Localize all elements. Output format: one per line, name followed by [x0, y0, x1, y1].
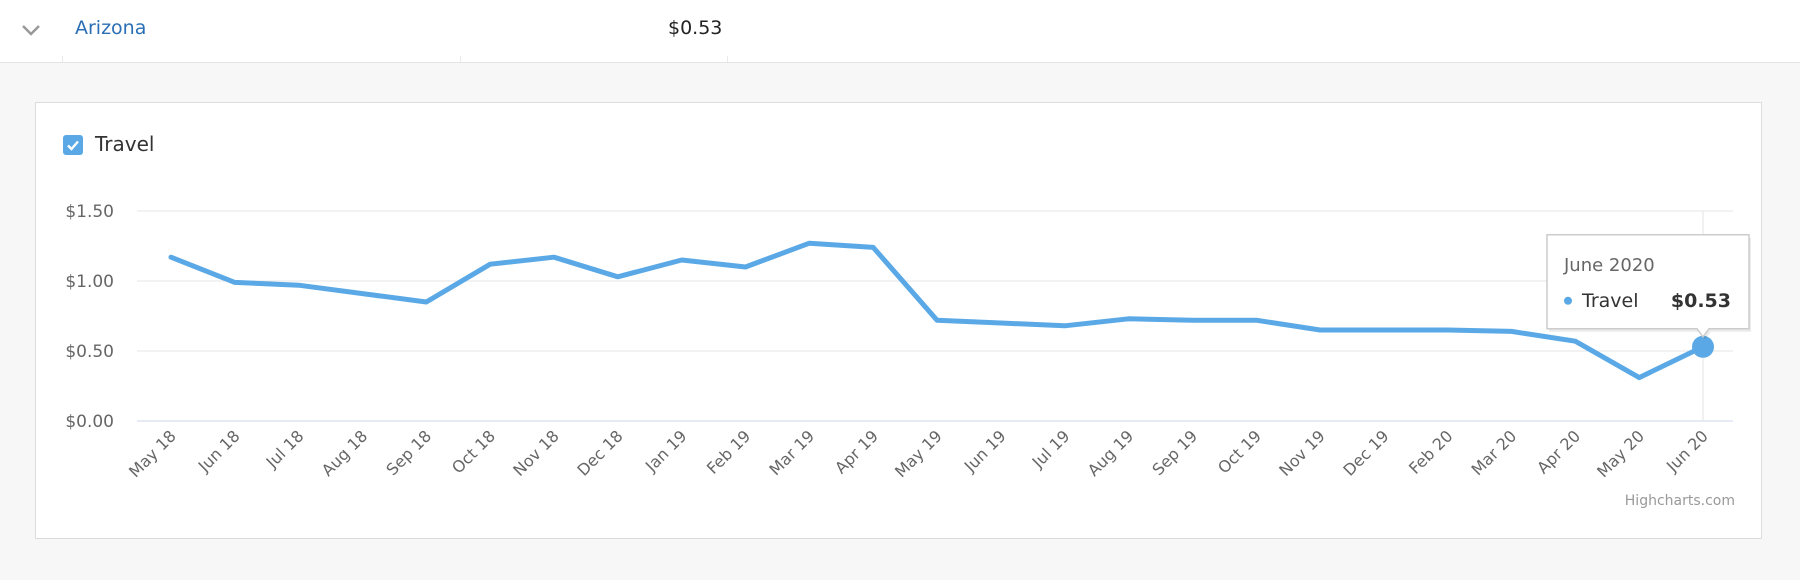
data-point [1317, 327, 1323, 333]
data-point [615, 274, 621, 280]
x-tick-label: May 19 [891, 426, 946, 481]
highlighted-point [1692, 335, 1714, 358]
data-point [934, 317, 940, 323]
y-tick-label: $1.00 [65, 272, 114, 292]
tooltip-title: June 2020 [1563, 255, 1655, 276]
x-tick-label: May 18 [125, 426, 180, 481]
x-tick-label: Mar 19 [765, 426, 818, 479]
tooltip: June 2020 Travel $0.53 [1546, 234, 1751, 340]
x-tick-label: Nov 19 [1275, 426, 1329, 480]
tooltip-value: $0.53 [1671, 290, 1731, 312]
x-tick-label: Sep 18 [382, 426, 435, 479]
data-point [998, 320, 1004, 326]
x-tick-label: Jul 18 [262, 426, 308, 472]
column-divider [62, 56, 63, 62]
row-value: $0.53 [668, 17, 723, 39]
credits-link[interactable]: Highcharts.com [1624, 493, 1735, 509]
chart-panel: Travel $0.00 $0.50 $1.00 $1.50 May 18 Jun 18 J… [35, 102, 1762, 539]
data-point [296, 282, 302, 288]
data-point [743, 264, 749, 270]
column-divider [727, 56, 728, 62]
checkmark-icon [67, 140, 79, 151]
data-point [806, 240, 812, 246]
data-point [1509, 328, 1515, 334]
x-tick-label: Oct 19 [1214, 426, 1265, 477]
data-point [551, 254, 557, 260]
data-point [1126, 316, 1132, 322]
x-tick-label: Aug 19 [1084, 426, 1138, 480]
x-tick-label: Nov 18 [509, 426, 563, 480]
data-point [679, 257, 685, 263]
x-tick-label: Dec 19 [1339, 426, 1392, 479]
y-tick-label: $0.00 [65, 412, 114, 432]
x-tick-label: May 20 [1593, 426, 1648, 481]
legend-checkbox[interactable] [63, 135, 83, 155]
data-point [1253, 317, 1259, 323]
x-tick-label: Feb 19 [703, 426, 754, 477]
legend-label[interactable]: Travel [95, 132, 155, 156]
x-tick-label: Jan 19 [641, 426, 691, 476]
data-point [1381, 327, 1387, 333]
tooltip-series-dot [1564, 296, 1572, 305]
data-point [1572, 338, 1578, 344]
x-tick-label: Jun 20 [1662, 426, 1712, 476]
x-tick-label: Jul 19 [1028, 426, 1074, 472]
x-tick-label: Dec 18 [573, 426, 626, 479]
x-tick-label: Oct 18 [448, 426, 499, 477]
data-point [870, 244, 876, 250]
column-divider [460, 56, 461, 62]
chevron-down-icon[interactable] [20, 22, 42, 38]
x-tick-label: Jun 19 [960, 426, 1010, 476]
data-point [1445, 327, 1451, 333]
tooltip-box [1546, 234, 1750, 339]
x-tick-label: Feb 20 [1405, 426, 1456, 477]
data-point [1062, 323, 1068, 329]
x-tick-label: Sep 19 [1148, 426, 1201, 479]
data-point [168, 254, 174, 260]
data-point [232, 279, 238, 285]
data-point [1189, 317, 1195, 323]
x-tick-label: Apr 19 [831, 426, 882, 477]
series-line-travel [168, 240, 1706, 381]
data-point [1636, 375, 1642, 381]
state-link[interactable]: Arizona [75, 17, 147, 39]
x-tick-label: Mar 20 [1468, 426, 1521, 479]
x-tick-label: Aug 18 [318, 426, 372, 480]
x-tick-label: Jun 18 [194, 426, 244, 476]
y-tick-label: $1.50 [65, 202, 114, 222]
data-point [360, 291, 366, 297]
data-point [487, 261, 493, 267]
table-row: Arizona $0.53 [0, 0, 1800, 63]
data-point [423, 299, 429, 305]
y-tick-label: $0.50 [65, 342, 114, 362]
tooltip-series: Travel [1581, 290, 1638, 312]
x-tick-label: Apr 20 [1533, 426, 1584, 477]
